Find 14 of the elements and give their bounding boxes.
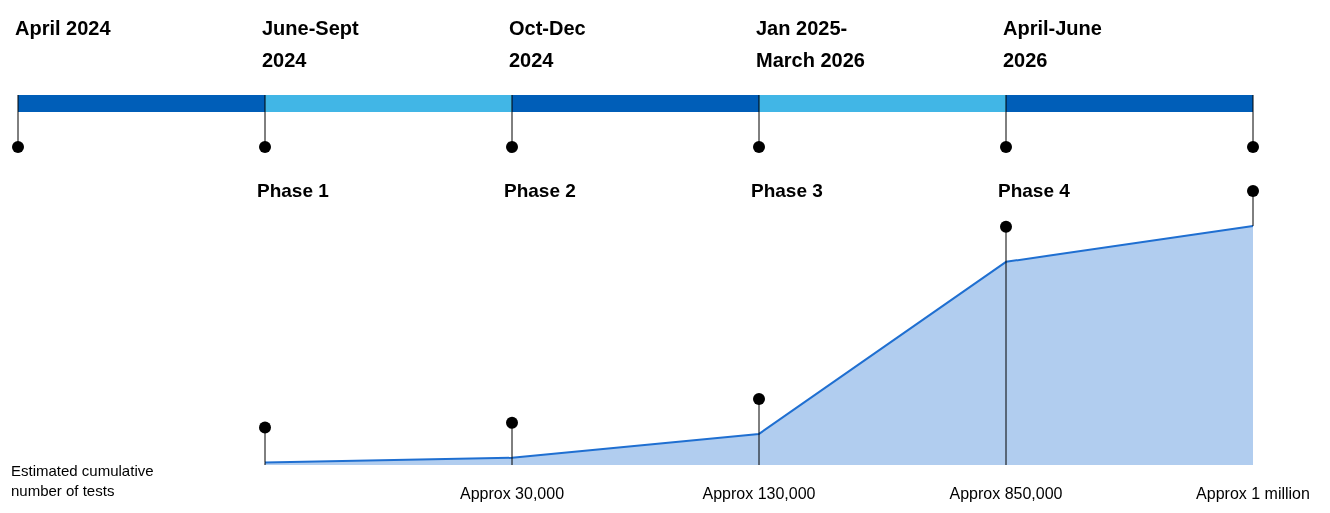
x-tick-label: June-Sept 2024 <box>262 17 360 71</box>
data-label: Approx 1 million <box>1196 485 1310 502</box>
text: Phase 1 <box>257 180 330 201</box>
x-tick-label: April 2024 <box>15 17 112 39</box>
text: Phase 4 <box>998 180 1071 201</box>
text: Phase 3 <box>751 180 823 201</box>
x-tick-label: Oct-Dec 2024 <box>509 17 586 71</box>
data-label: Approx 130,000 <box>702 485 816 502</box>
x-tick-label: April-June 2026 <box>1003 17 1102 71</box>
x-tick-label: Jan 2025-March 2026 <box>756 17 865 71</box>
data-label: Approx 850,000 <box>949 485 1063 502</box>
data-label: Approx 30,000 <box>459 485 565 502</box>
text: Phase 2 <box>504 180 576 201</box>
annotation: Estimated cumulative number of tests <box>11 462 154 499</box>
